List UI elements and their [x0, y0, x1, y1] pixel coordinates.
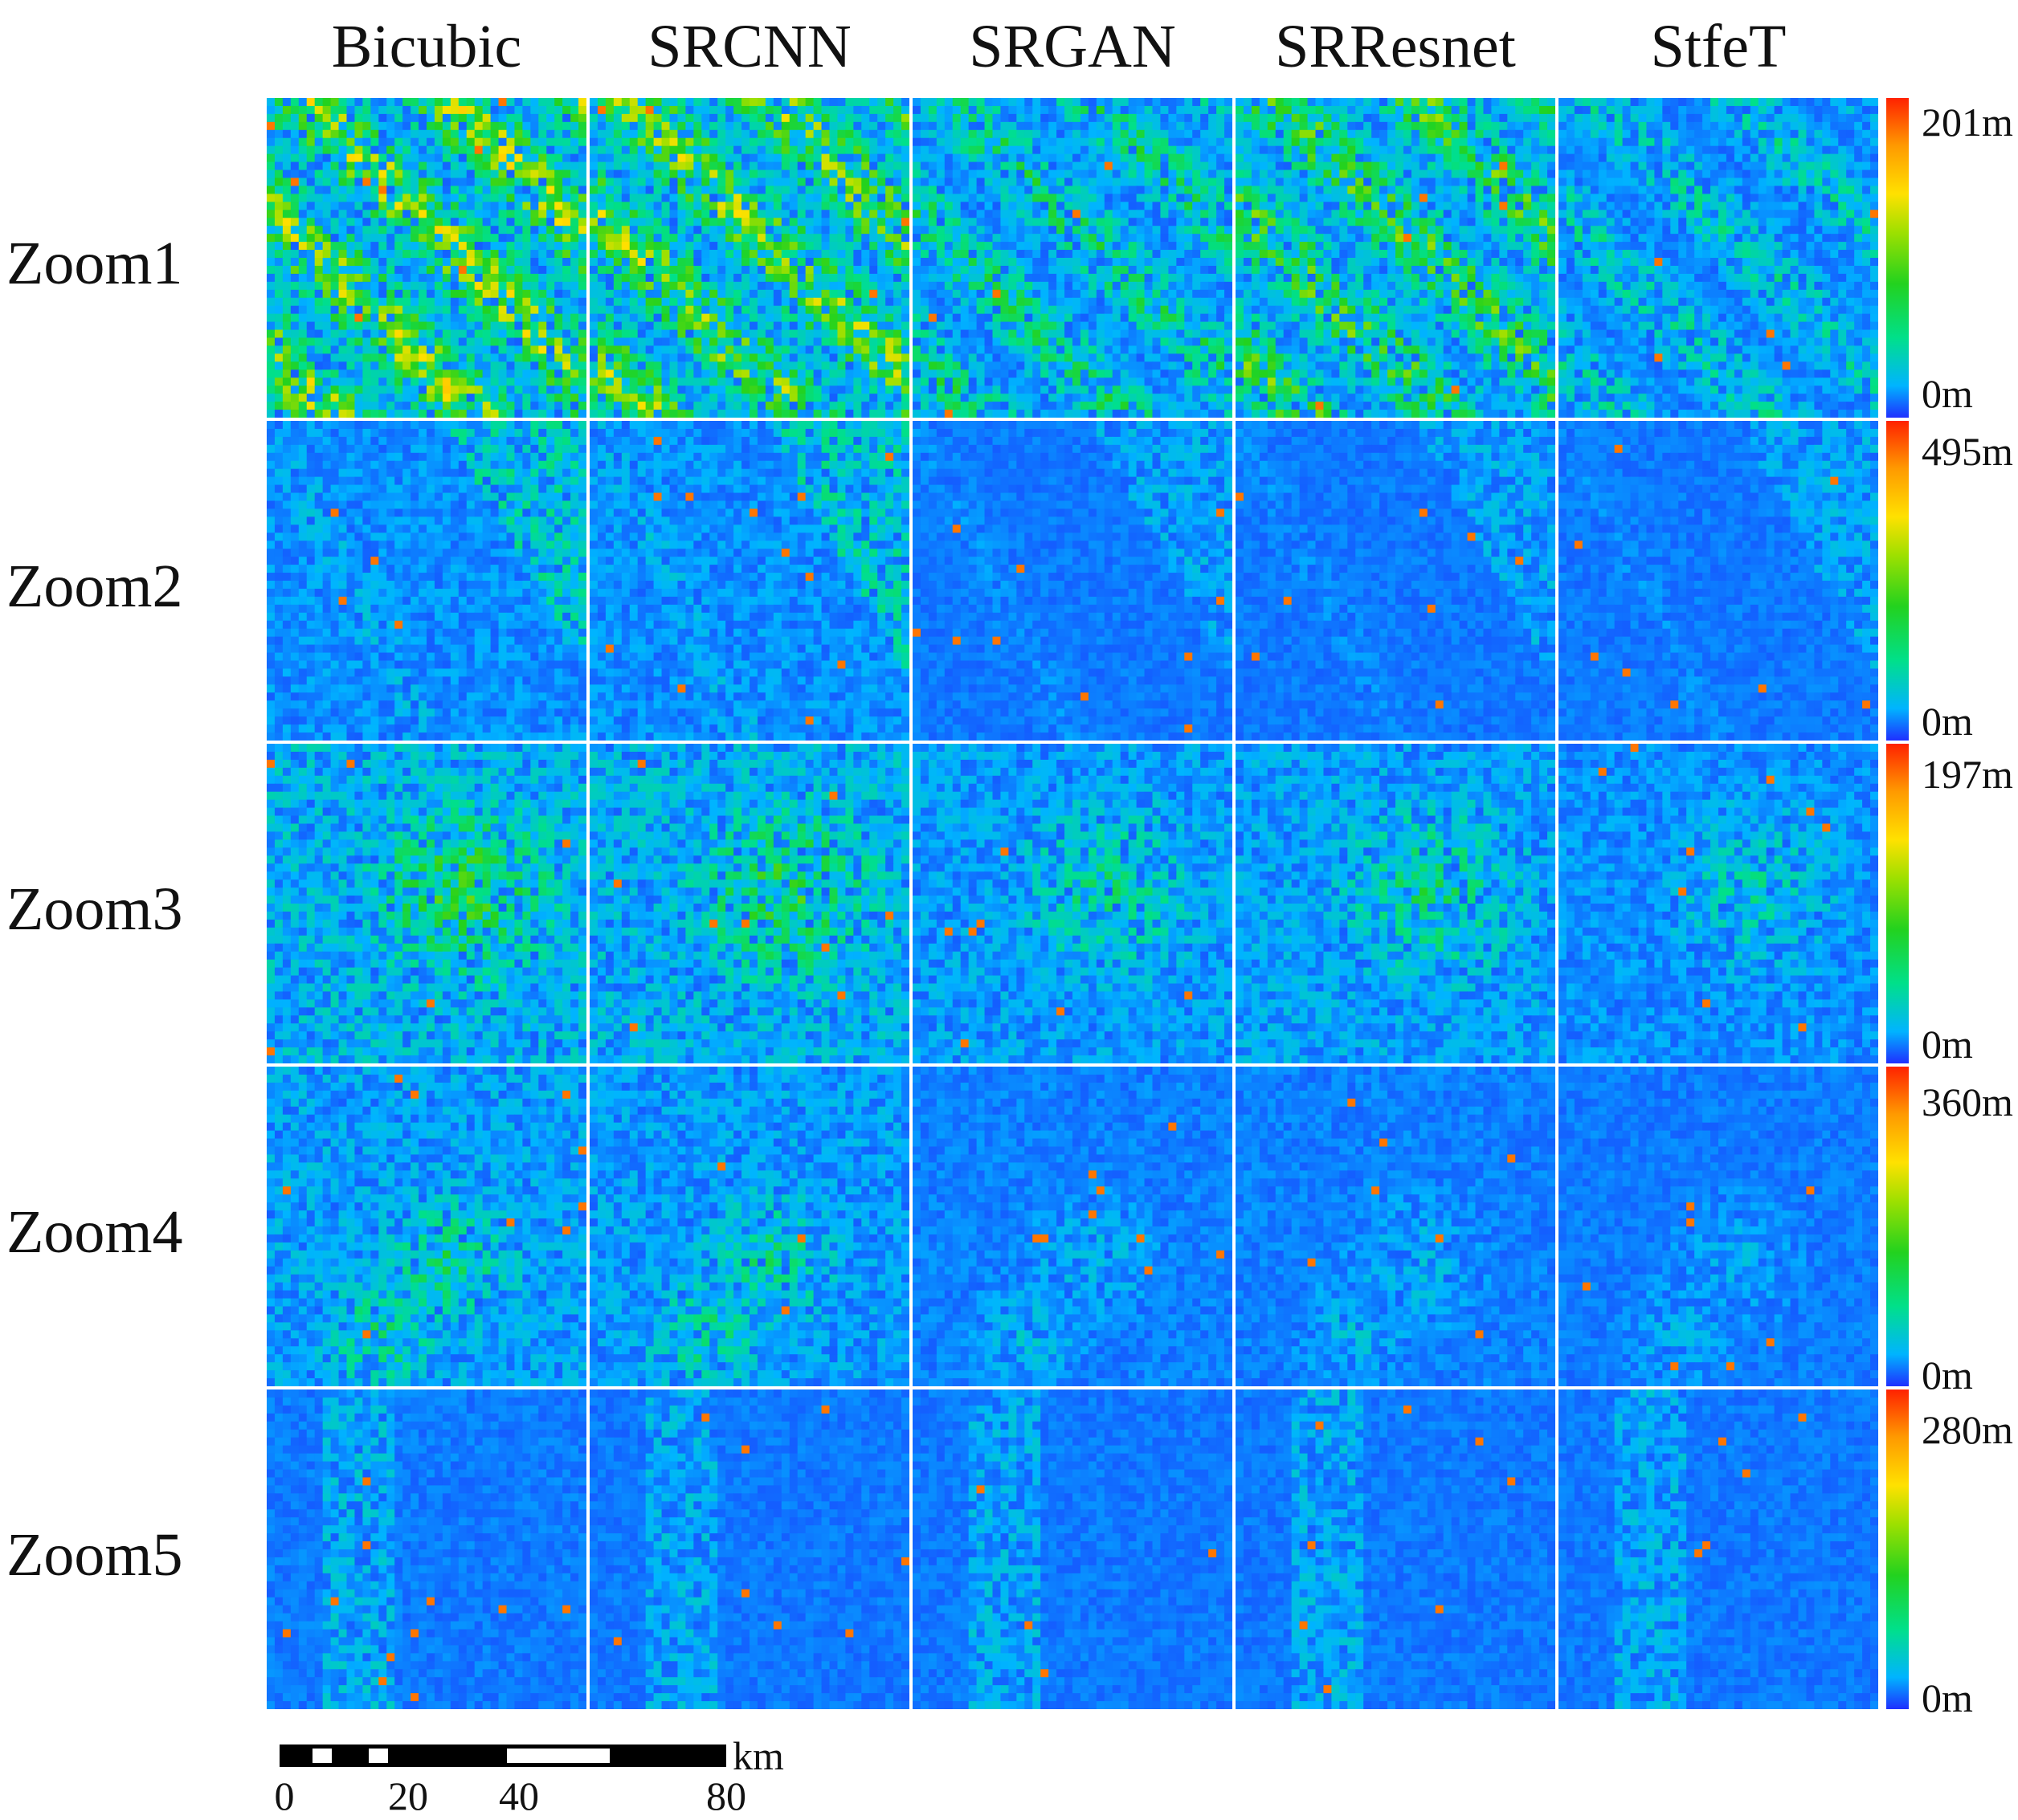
scale-bar-tick: 80 — [706, 1773, 746, 1818]
error-map-zoom5-stfet — [1558, 1389, 1878, 1709]
row-label-zoom4: Zoom4 — [6, 1192, 263, 1272]
colorbar-min-zoom3: 0m — [1922, 1022, 1973, 1067]
scale-bar-tick: 0 — [275, 1773, 295, 1818]
colorbar-min-zoom5: 0m — [1922, 1675, 1973, 1720]
error-map-texture — [590, 744, 909, 1063]
error-map-zoom3-stfet — [1558, 744, 1878, 1063]
error-map-zoom3-srresnet — [1236, 744, 1555, 1063]
error-map-zoom1-srgan — [913, 98, 1232, 418]
error-map-texture — [1236, 98, 1555, 418]
row-label-zoom5: Zoom5 — [6, 1515, 263, 1595]
error-map-zoom2-bicubic — [267, 421, 586, 741]
error-map-texture — [1236, 1389, 1555, 1709]
error-map-texture — [590, 98, 909, 418]
colorbar-min-zoom2: 0m — [1922, 699, 1973, 744]
error-map-texture — [1558, 421, 1878, 741]
scale-bar-segment — [503, 1745, 614, 1767]
scale-bar — [280, 1745, 726, 1767]
colorbar-max-zoom3: 197m — [1922, 752, 2013, 797]
error-map-zoom4-srcnn — [590, 1067, 909, 1386]
scale-bar-segment — [280, 1745, 308, 1767]
error-map-zoom4-bicubic — [267, 1067, 586, 1386]
error-map-zoom5-srgan — [913, 1389, 1232, 1709]
error-map-texture — [913, 1067, 1232, 1386]
colorbar-max-zoom2: 495m — [1922, 429, 2013, 474]
error-map-texture — [267, 1067, 586, 1386]
row-label-zoom3: Zoom3 — [6, 869, 263, 949]
error-map-texture — [267, 744, 586, 1063]
colorbar-zoom4 — [1886, 1067, 1909, 1386]
colorbar-min-zoom1: 0m — [1922, 371, 1973, 416]
error-map-zoom1-bicubic — [267, 98, 586, 418]
error-map-zoom3-bicubic — [267, 744, 586, 1063]
error-map-zoom3-srgan — [913, 744, 1232, 1063]
column-header-bicubic: Bicubic — [267, 6, 586, 87]
colorbar-zoom5 — [1886, 1389, 1909, 1709]
error-map-zoom2-stfet — [1558, 421, 1878, 741]
error-map-zoom5-srcnn — [590, 1389, 909, 1709]
scale-bar-tick: 40 — [499, 1773, 539, 1818]
scale-bar-tick: 20 — [388, 1773, 428, 1818]
error-map-zoom5-bicubic — [267, 1389, 586, 1709]
colorbar-max-zoom5: 280m — [1922, 1407, 2013, 1452]
colorbar-max-zoom4: 360m — [1922, 1079, 2013, 1124]
column-header-srresnet: SRResnet — [1236, 6, 1555, 87]
error-map-texture — [590, 421, 909, 741]
error-map-texture — [913, 1389, 1232, 1709]
error-map-texture — [1558, 1067, 1878, 1386]
error-map-zoom3-srcnn — [590, 744, 909, 1063]
scale-bar-segment — [614, 1745, 726, 1767]
error-map-texture — [267, 421, 586, 741]
error-map-zoom1-stfet — [1558, 98, 1878, 418]
error-map-texture — [913, 421, 1232, 741]
row-label-zoom2: Zoom2 — [6, 546, 263, 626]
error-map-texture — [1558, 98, 1878, 418]
scale-bar-segment — [365, 1745, 392, 1767]
error-map-zoom2-srresnet — [1236, 421, 1555, 741]
error-map-texture — [267, 98, 586, 418]
scale-bar-segment — [392, 1745, 503, 1767]
scale-bar-unit: km — [733, 1733, 784, 1778]
colorbar-zoom1 — [1886, 98, 1909, 418]
error-map-texture — [1558, 1389, 1878, 1709]
column-header-srgan: SRGAN — [913, 6, 1232, 87]
column-header-stfet: StfeT — [1558, 6, 1878, 87]
colorbar-max-zoom1: 201m — [1922, 100, 2013, 145]
error-map-zoom4-srgan — [913, 1067, 1232, 1386]
error-map-texture — [913, 744, 1232, 1063]
scale-bar-segment — [308, 1745, 336, 1767]
error-map-texture — [1558, 744, 1878, 1063]
error-map-zoom1-srresnet — [1236, 98, 1555, 418]
error-map-zoom5-srresnet — [1236, 1389, 1555, 1709]
error-map-zoom4-stfet — [1558, 1067, 1878, 1386]
error-map-texture — [1236, 1067, 1555, 1386]
error-map-texture — [913, 98, 1232, 418]
column-header-srcnn: SRCNN — [590, 6, 909, 87]
error-map-zoom1-srcnn — [590, 98, 909, 418]
row-label-zoom1: Zoom1 — [6, 223, 263, 304]
colorbar-zoom2 — [1886, 421, 1909, 741]
error-map-texture — [1236, 421, 1555, 741]
error-map-zoom2-srgan — [913, 421, 1232, 741]
error-map-texture — [590, 1389, 909, 1709]
error-map-zoom4-srresnet — [1236, 1067, 1555, 1386]
colorbar-zoom3 — [1886, 744, 1909, 1063]
error-map-texture — [267, 1389, 586, 1709]
error-map-texture — [590, 1067, 909, 1386]
error-map-texture — [1236, 744, 1555, 1063]
colorbar-min-zoom4: 0m — [1922, 1353, 1973, 1398]
error-map-zoom2-srcnn — [590, 421, 909, 741]
scale-bar-segment — [336, 1745, 365, 1767]
